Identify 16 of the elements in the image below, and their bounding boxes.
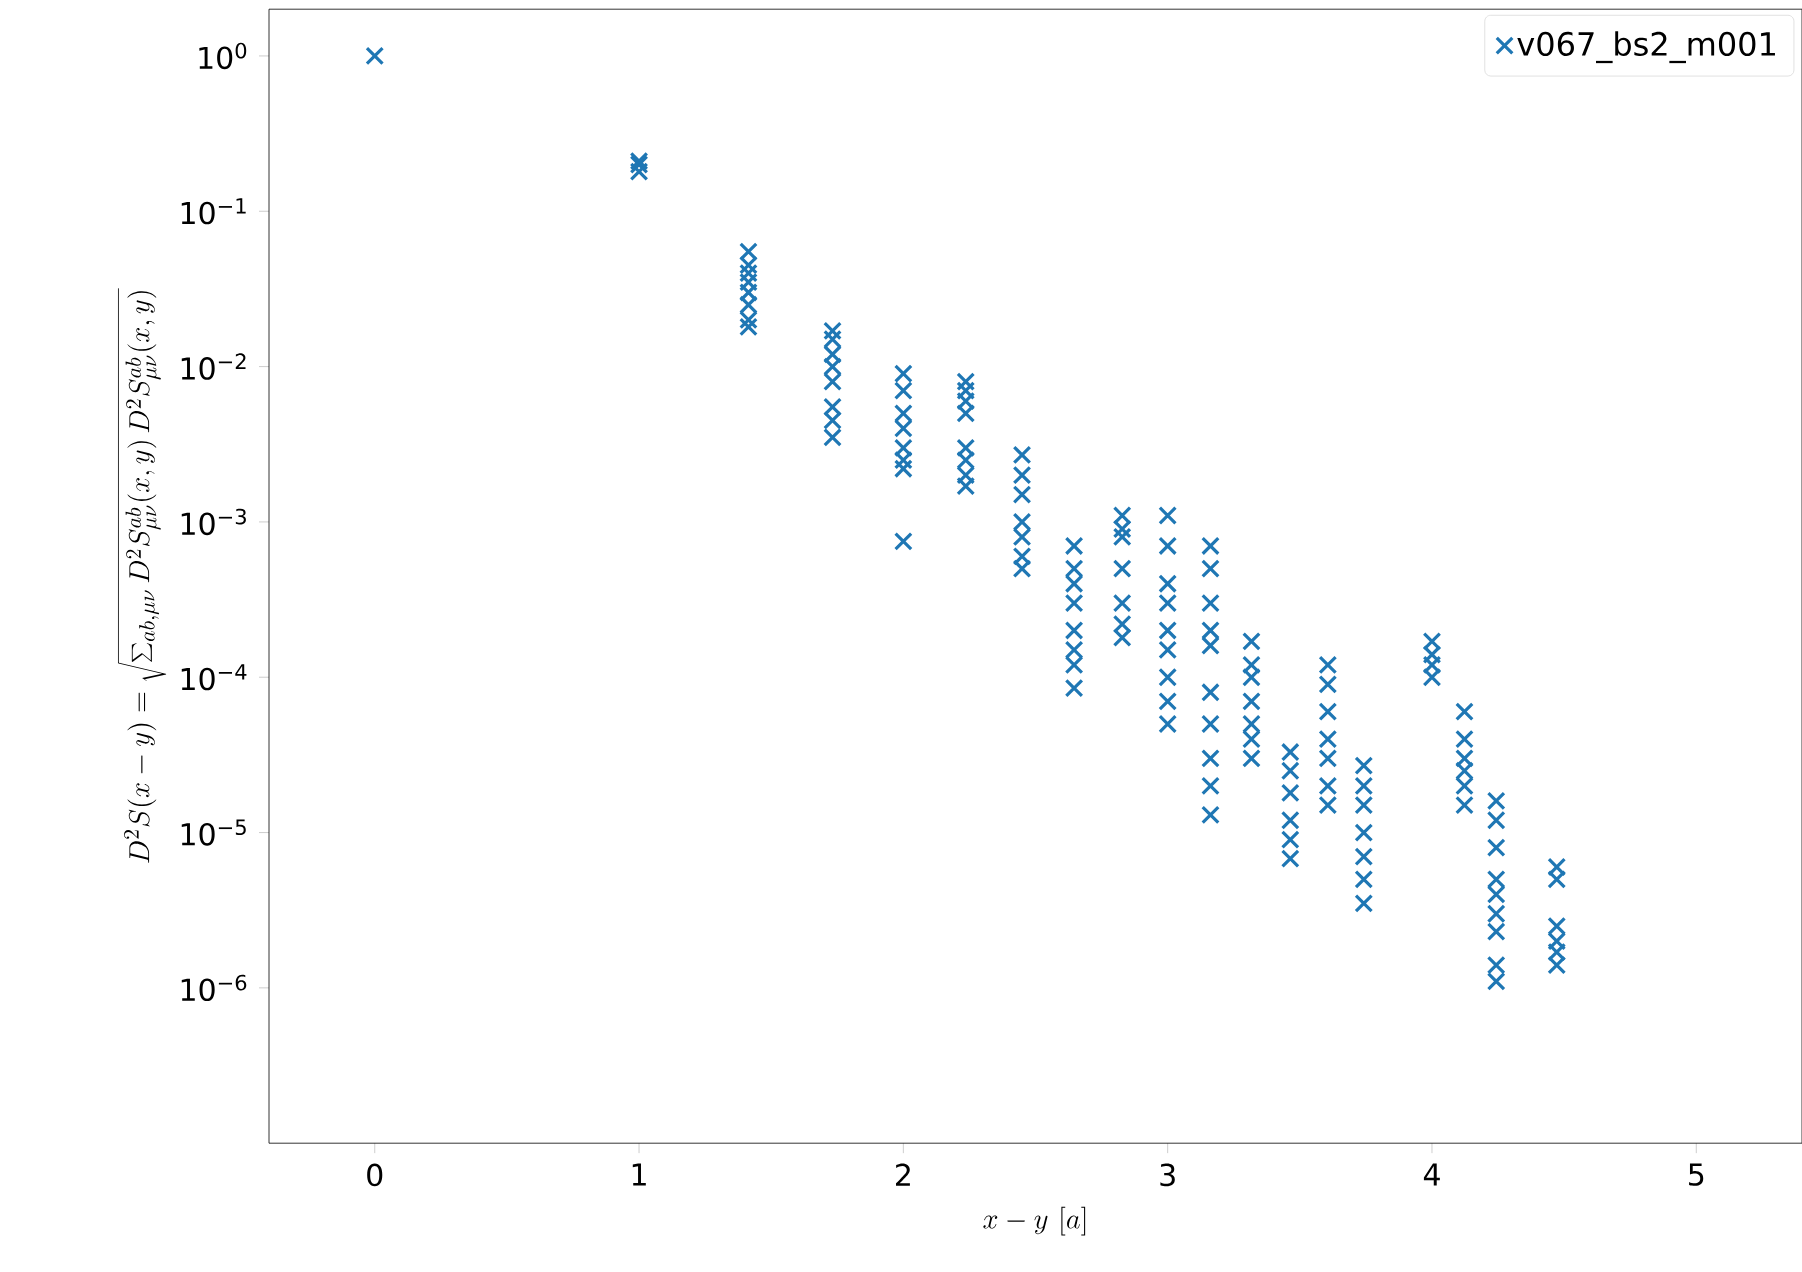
x-tick-label: 4: [1423, 1163, 1440, 1186]
y-tick-label: 10$^{−4}$: [181, 664, 247, 691]
y-tick-label: 10$^{0}$: [199, 42, 247, 70]
x-tick-label: 3: [1160, 1163, 1175, 1187]
y-tick-label: 10$^{−6}$: [181, 974, 247, 1002]
x-tick-label: 5: [1689, 1163, 1704, 1186]
x-axis-title: $x-y\ [a]$: [983, 1206, 1086, 1236]
y-axis-title: $D^2S(x-y)=\sqrt{\sum_{ab,\mu\nu} D^2S^{ab}_{\mu\nu}(x,y)\,D^2S^{ab}_{\mu\nu}(x,y)}$: [118, 288, 167, 863]
legend-label: v067_bs2_m001: [1517, 31, 1775, 64]
x-tick-label: 1: [632, 1163, 646, 1186]
x-tick-label: 2: [896, 1163, 910, 1186]
y-tick-label: 10$^{−2}$: [181, 353, 246, 380]
y-tick-label: 10$^{−3}$: [181, 508, 246, 536]
y-tick-label: 10$^{−1}$: [181, 198, 246, 225]
y-tick-label: 10$^{−5}$: [181, 819, 246, 846]
x-tick-label: 0: [367, 1163, 383, 1187]
